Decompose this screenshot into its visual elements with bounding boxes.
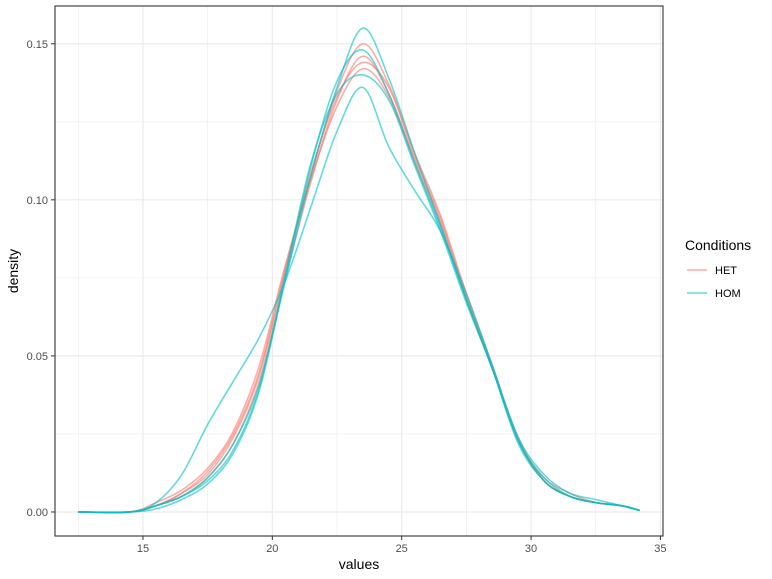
legend-title: Conditions xyxy=(685,237,751,253)
y-axis-ticks: 0.00 0.05 0.10 0.15 xyxy=(27,39,55,519)
legend-label-hom: HOM xyxy=(715,288,741,300)
panel-border xyxy=(54,5,664,537)
y-tick-label: 0.05 xyxy=(27,351,48,363)
y-tick-label: 0.15 xyxy=(27,39,48,51)
series-lines xyxy=(78,27,640,514)
density-curve-hom-6 xyxy=(78,86,640,514)
density-curve-hom-7 xyxy=(78,74,640,514)
x-tick-label: 30 xyxy=(525,543,537,555)
x-axis-ticks: 15 20 25 30 35 xyxy=(137,536,667,555)
x-tick-label: 25 xyxy=(396,543,408,555)
density-curve-hom-8 xyxy=(78,49,640,513)
x-tick-label: 15 xyxy=(137,543,149,555)
y-axis-title: density xyxy=(5,249,21,293)
legend-entries: HET HOM xyxy=(687,265,741,300)
x-tick-label: 20 xyxy=(266,543,278,555)
y-tick-label: 0.00 xyxy=(27,507,48,519)
y-tick-label: 0.10 xyxy=(27,195,48,207)
legend: Conditions HET HOM xyxy=(685,237,751,300)
x-axis-title: values xyxy=(339,556,379,572)
x-tick-label: 35 xyxy=(654,543,666,555)
legend-label-het: HET xyxy=(715,265,737,277)
